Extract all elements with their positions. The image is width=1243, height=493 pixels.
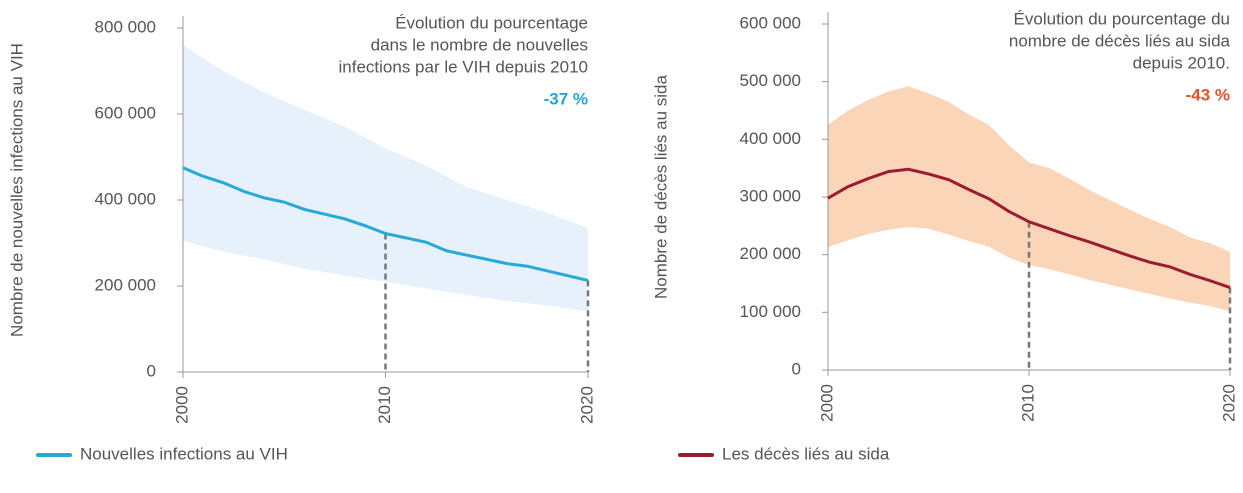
y-tick-label: 200 000	[95, 275, 156, 294]
annotation: infections par le VIH depuis 2010	[339, 57, 589, 76]
y-tick-label: 0	[147, 361, 156, 380]
uncertainty-band	[183, 45, 588, 312]
y-tick-label: 500 000	[740, 71, 801, 90]
y-tick-label: 300 000	[740, 186, 801, 205]
x-tick-label: 2010	[1018, 384, 1037, 422]
y-tick-label: 0	[792, 359, 801, 378]
series-line	[182, 166, 589, 282]
annotation: depuis 2010.	[1133, 53, 1230, 72]
legend-label: Les décès liés au sida	[722, 444, 890, 463]
x-tick-label: 2020	[1219, 384, 1238, 422]
change-value: -37 %	[544, 89, 588, 108]
y-tick-label: 200 000	[740, 244, 801, 263]
y-tick-label: 400 000	[740, 129, 801, 148]
y-axis-label: Nombre de décès liés au sida	[651, 74, 670, 299]
y-axis-label: Nombre de nouvelles infections au VIH	[7, 43, 26, 337]
annotation: Évolution du pourcentage du	[1014, 9, 1230, 28]
y-tick-label: 400 000	[95, 189, 156, 208]
change-value: -43 %	[1186, 85, 1230, 104]
y-tick-label: 600 000	[95, 103, 156, 122]
series-line	[827, 167, 1231, 289]
legend-label: Nouvelles infections au VIH	[80, 444, 288, 463]
x-tick-label: 2010	[375, 386, 394, 424]
annotation: nombre de décès liés au sida	[1009, 31, 1231, 50]
annotation: Évolution du pourcentage	[395, 13, 588, 32]
y-tick-label: 100 000	[740, 302, 801, 321]
annotation: dans le nombre de nouvelles	[371, 35, 588, 54]
x-tick-label: 2020	[577, 386, 596, 424]
x-tick-label: 2000	[817, 384, 836, 422]
x-tick-label: 2000	[172, 386, 191, 424]
y-tick-label: 800 000	[95, 17, 156, 36]
y-tick-label: 600 000	[740, 13, 801, 32]
